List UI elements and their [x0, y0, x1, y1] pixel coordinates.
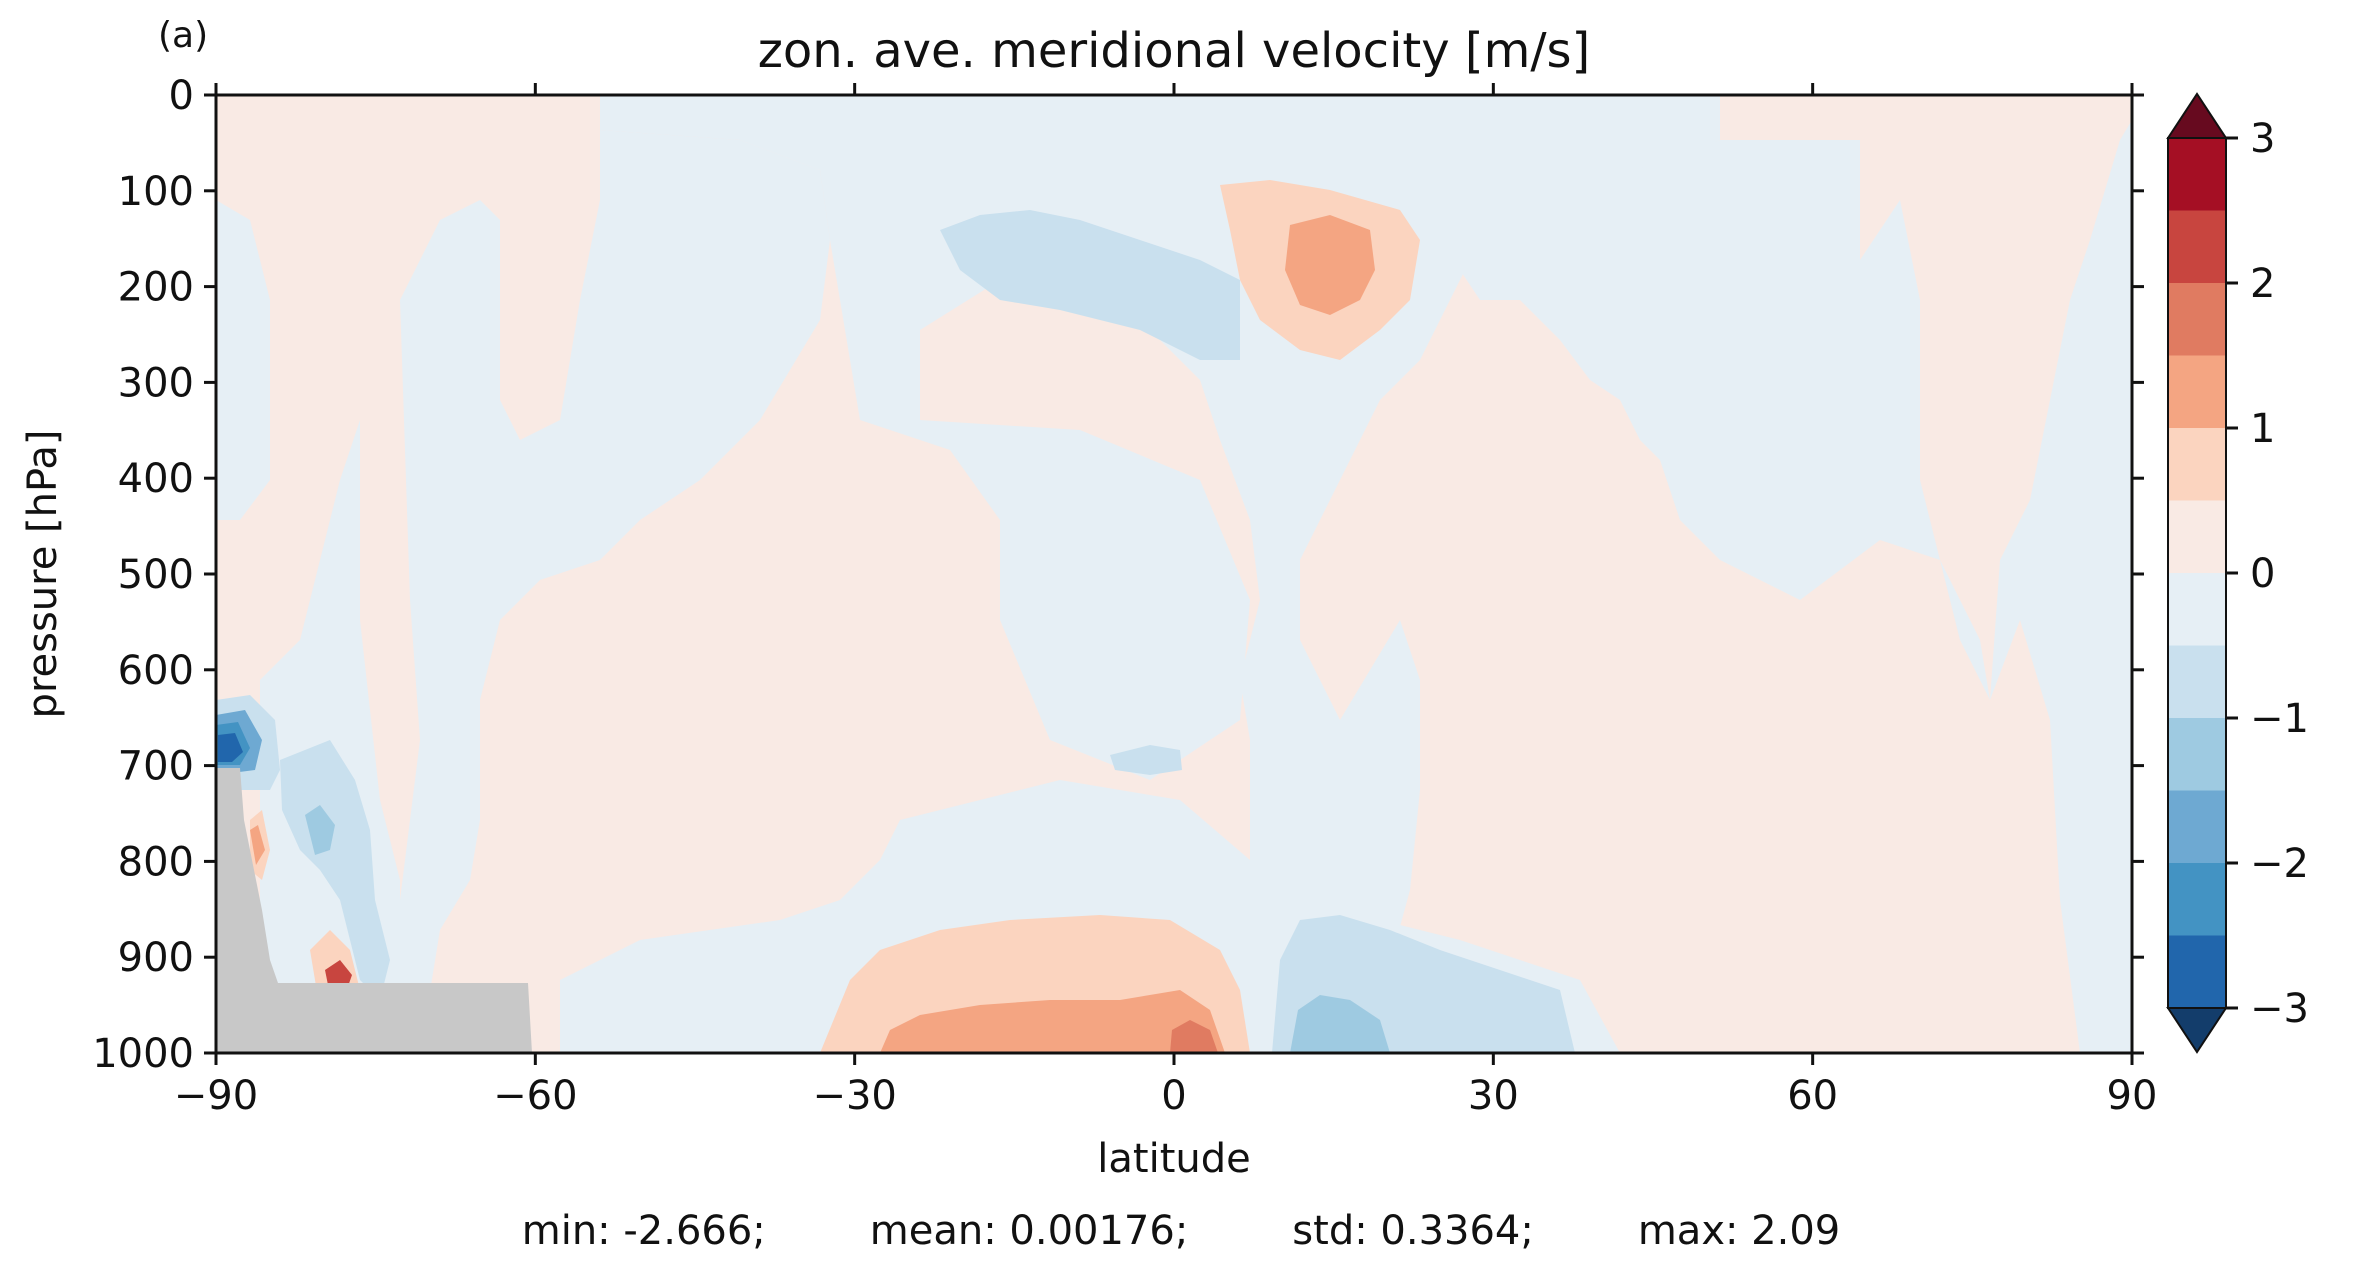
colorbar-extend-top [2166, 92, 2228, 139]
colorbar-segment [2168, 210, 2226, 283]
colorbar-tick-label: 2 [2250, 261, 2275, 307]
x-tick-label: −60 [493, 1073, 577, 1119]
x-tick-label: 0 [1161, 1073, 1186, 1119]
contour-region [305, 805, 335, 855]
colorbar-segment [2168, 790, 2226, 863]
plot-area [216, 95, 2132, 1053]
colorbar-tick-label: 0 [2250, 551, 2275, 597]
colorbar: 3 2 1 0 −1 −2 −3 [2166, 92, 2309, 1054]
y-axis-label: pressure [hPa] [20, 430, 66, 719]
colorbar-tick-label: 1 [2250, 406, 2275, 452]
panel-label: (a) [158, 15, 208, 56]
colorbar-tick-label: −1 [2250, 696, 2309, 742]
contour-region [940, 210, 1240, 360]
colorbar-segment [2168, 863, 2226, 936]
x-axis-ticks: −90 −60 −30 0 30 60 90 [174, 83, 2158, 1119]
contour-region [280, 740, 390, 1000]
stat-std: std: 0.3364; [1292, 1208, 1534, 1254]
y-tick-label: 500 [118, 552, 194, 598]
y-tick-label: 300 [118, 360, 194, 406]
y-tick-label: 100 [118, 169, 194, 215]
colorbar-tick-label: −3 [2250, 986, 2309, 1032]
colorbar-segment [2168, 283, 2226, 356]
x-tick-label: 60 [1787, 1073, 1838, 1119]
y-tick-label: 800 [118, 839, 194, 885]
contour-region [216, 200, 270, 520]
x-tick-label: −30 [812, 1073, 896, 1119]
colorbar-tick-label: −2 [2250, 841, 2309, 887]
stat-min: min: -2.666; [521, 1208, 766, 1254]
colorbar-segment [2168, 500, 2226, 573]
colorbar-segment [2168, 573, 2226, 646]
contour-region [1110, 745, 1182, 775]
y-tick-label: 600 [118, 648, 194, 694]
contour-region [1440, 120, 2132, 1053]
y-tick-label: 900 [118, 935, 194, 981]
contour-region [250, 825, 265, 865]
contour-region [560, 95, 1720, 1053]
x-tick-label: 90 [2107, 1073, 2158, 1119]
y-tick-label: 0 [169, 73, 194, 119]
x-axis-label: latitude [1097, 1136, 1250, 1182]
colorbar-segment [2168, 138, 2226, 211]
y-tick-label: 1000 [92, 1031, 194, 1077]
summary-stats: min: -2.666; mean: 0.00176; std: 0.3364; ma… [0, 1208, 2362, 1268]
contour-region [360, 130, 830, 1053]
y-tick-label: 700 [118, 744, 194, 790]
colorbar-extend-bottom [2166, 1007, 2228, 1054]
colorbar-tick-label: 3 [2250, 116, 2275, 162]
stat-mean: mean: 0.00176; [869, 1208, 1189, 1254]
contour-region [1170, 1020, 1218, 1053]
x-tick-label: −90 [174, 1073, 258, 1119]
colorbar-segment [2168, 718, 2226, 791]
terrain-mask [216, 768, 532, 1053]
contour-region [1285, 215, 1375, 315]
colorbar-segment [2168, 355, 2226, 428]
colorbar-segment [2168, 645, 2226, 718]
y-tick-label: 400 [118, 456, 194, 502]
x-tick-label: 30 [1468, 1073, 1519, 1119]
y-tick-label: 200 [118, 265, 194, 311]
chart-title: zon. ave. meridional velocity [m/s] [758, 23, 1591, 79]
colorbar-segment [2168, 428, 2226, 501]
stat-max: max: 2.09 [1637, 1208, 1841, 1254]
contour-region [1290, 995, 1390, 1053]
contour-region [880, 990, 1225, 1053]
colorbar-segment [2168, 935, 2226, 1008]
contour-region [218, 733, 243, 762]
y-axis-ticks: 0 100 200 300 400 500 600 700 800 900 1000 [92, 73, 2144, 1077]
